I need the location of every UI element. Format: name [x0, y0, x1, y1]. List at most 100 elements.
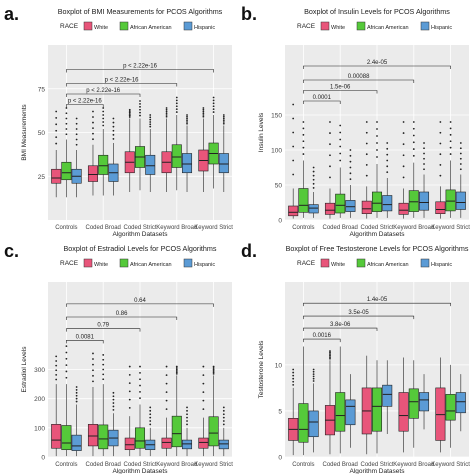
outlier-point [92, 352, 94, 355]
legend-entry: Hispanic [431, 262, 452, 268]
outlier-point [222, 119, 225, 122]
box-african-american [445, 121, 456, 218]
outlier-point [112, 398, 115, 401]
outlier-point [186, 121, 188, 123]
y-tick-label: 50 [275, 183, 283, 190]
box-iqr [98, 154, 109, 175]
panel-3: c. Boxplot of Estradiol Levels for PCOS A… [4, 241, 233, 474]
y-tick-label: 0 [278, 455, 282, 462]
outlier-point [65, 370, 68, 373]
outlier-point [139, 390, 141, 393]
comparison-bracket: 0.64 [66, 298, 214, 307]
outlier-point [329, 121, 331, 123]
x-tick-label: Keyword Broad [393, 462, 434, 468]
legend: RACE White African American Hispanic [297, 258, 452, 268]
box-hispanic [71, 117, 82, 198]
outlier-point [302, 127, 305, 130]
outlier-point [339, 145, 342, 148]
box-white [124, 108, 135, 192]
outlier-point [165, 110, 168, 113]
outlier-point [92, 132, 94, 135]
outlier-point [423, 152, 425, 155]
outlier-point [412, 134, 415, 137]
outlier-point [212, 108, 215, 111]
outlier-point [459, 157, 462, 160]
x-tick-label: Keyword Strict [431, 462, 470, 468]
bracket-line [303, 79, 415, 83]
chart-title: Boxplot of Free Testosterone Levels for … [286, 244, 469, 253]
outlier-point [292, 371, 295, 374]
box-iqr [208, 416, 219, 447]
outlier-point [128, 382, 131, 385]
outlier-point [386, 153, 389, 156]
outlier-point [202, 110, 205, 113]
outlier-point [312, 187, 315, 189]
outlier-point [165, 115, 168, 118]
outlier-point [376, 121, 378, 123]
outlier-point [439, 121, 442, 123]
box-iqr [308, 410, 319, 438]
y-tick-label: 300 [34, 367, 45, 374]
p-value-label: 1.5e-06 [330, 85, 351, 91]
box-african-american [445, 364, 456, 448]
x-axis-label: Algorithm Datasets [113, 468, 169, 474]
outlier-point [112, 133, 115, 136]
bracket-line [66, 104, 104, 108]
box-iqr [51, 424, 62, 449]
x-tick-label: Coded Broad [86, 462, 121, 468]
outlier-point [92, 380, 94, 383]
box-white [324, 121, 335, 219]
outlier-point [329, 154, 331, 157]
box-white [198, 107, 209, 192]
outlier-point [149, 123, 152, 126]
p-value-label: 1.4e-05 [367, 297, 388, 303]
outlier-point [365, 131, 368, 134]
outlier-point [128, 114, 131, 117]
outlier-point [139, 378, 141, 381]
outlier-point [459, 147, 462, 150]
outlier-point [65, 112, 68, 115]
x-tick-label: Keyword Strict [194, 462, 233, 468]
outlier-point [302, 153, 305, 155]
p-value-label: p < 2.22e-16 [68, 99, 103, 105]
outlier-point [139, 372, 141, 374]
outlier-point [165, 382, 168, 385]
outlier-point [449, 140, 452, 143]
outlier-point [312, 373, 315, 376]
outlier-point [165, 365, 168, 368]
legend-swatch [320, 258, 330, 268]
legend: RACE White African American Hispanic [60, 258, 215, 268]
outlier-point [102, 378, 105, 381]
panel-label: c. [4, 241, 19, 261]
p-value-label: p < 2.22e-16 [105, 78, 140, 84]
outlier-point [55, 373, 58, 376]
outlier-point [376, 128, 378, 130]
p-value-label: p < 2.22e-16 [86, 88, 121, 94]
outlier-point [149, 416, 152, 419]
outlier-point [212, 96, 215, 99]
outlier-point [292, 131, 295, 134]
outlier-point [329, 143, 331, 146]
box-iqr [324, 202, 335, 215]
outlier-point [139, 105, 141, 108]
outlier-point [65, 376, 68, 379]
bracket-line [303, 315, 415, 320]
box-iqr [335, 392, 346, 432]
outlier-point [55, 355, 58, 358]
bracket-line [303, 90, 378, 94]
outlier-point [439, 131, 442, 134]
outlier-point [449, 127, 452, 130]
box-iqr [218, 153, 229, 174]
outlier-point [212, 365, 215, 368]
outlier-point [102, 114, 105, 116]
outlier-point [329, 354, 331, 357]
outlier-point [202, 112, 205, 115]
outlier-point [65, 107, 68, 109]
box-hispanic [182, 114, 193, 192]
outlier-point [149, 121, 152, 123]
outlier-point [222, 413, 225, 416]
box-white [87, 352, 98, 457]
outlier-point [139, 397, 141, 400]
box-white [51, 355, 62, 457]
